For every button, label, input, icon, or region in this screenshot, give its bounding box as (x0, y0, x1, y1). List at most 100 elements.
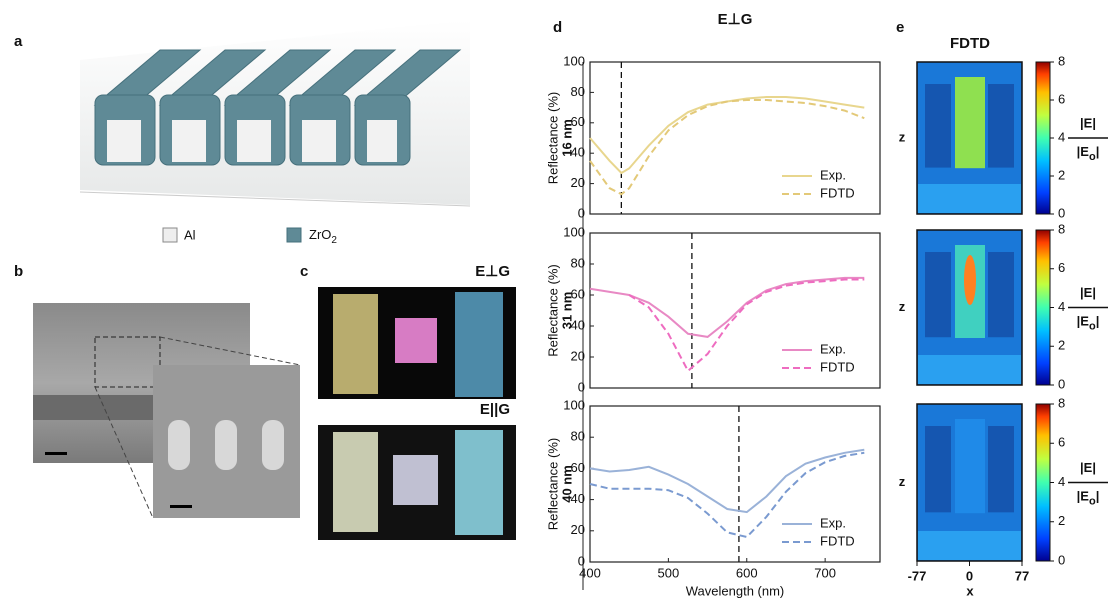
hotspot (964, 255, 976, 305)
structure-shadow (925, 426, 951, 512)
y-axis-label: Reflectance (%) (545, 438, 560, 530)
z-axis-label: z (899, 474, 906, 489)
y-tick-label: 100 (563, 224, 585, 239)
panel-label: e (896, 19, 904, 36)
colorbar-tick-label: 2 (1058, 167, 1065, 182)
y-tick-label: 20 (571, 348, 585, 363)
field-map (917, 230, 1022, 385)
series-line (590, 450, 864, 512)
legend-label: Exp. (820, 167, 846, 182)
panel-label: c (300, 263, 308, 280)
legend-al: Al (184, 227, 196, 242)
x-axis-label: x (966, 583, 974, 598)
legend-label: FDTD (820, 185, 855, 200)
colorbar-tick-label: 8 (1058, 53, 1065, 68)
denominator-part: |E (1077, 489, 1090, 504)
colorbar-numerator: |E| (1080, 460, 1096, 475)
y-tick-label: 80 (571, 84, 585, 99)
legend-label: Exp. (820, 515, 846, 530)
y-tick-label: 100 (563, 53, 585, 68)
x-tick-label: 600 (736, 565, 758, 580)
x-axis-label: Wavelength (nm) (686, 583, 785, 598)
field-map (917, 404, 1022, 561)
denominator-part: |E (1077, 144, 1090, 159)
y-tick-label: 20 (571, 522, 585, 537)
legend-label: Exp. (820, 341, 846, 356)
panel-label: d (553, 19, 562, 36)
legend-zro2-base: ZrO (309, 227, 331, 242)
legend-zro2: ZrO2 (309, 227, 337, 245)
structure-shadow (925, 84, 951, 168)
z-axis-label: z (899, 299, 906, 314)
row-label: 40 nm (559, 465, 574, 503)
y-tick-label: 0 (578, 379, 585, 394)
structure-shadow (988, 252, 1014, 337)
x-tick-label: 700 (814, 565, 836, 580)
colorbar (1036, 404, 1050, 561)
denominator-part: | (1096, 314, 1100, 329)
colorbar-tick-label: 8 (1058, 395, 1065, 410)
colorbar (1036, 62, 1050, 214)
colorbar-denominator: |Eo| (1077, 144, 1100, 162)
gap-field (955, 419, 985, 513)
panel-label: a (14, 33, 23, 50)
x-tick-label: -77 (908, 568, 927, 583)
row-label: 16 nm (559, 119, 574, 157)
sem-images (33, 303, 300, 518)
y-tick-label: 80 (571, 429, 585, 444)
gap-field (955, 77, 985, 168)
z-axis-label: z (899, 129, 906, 144)
colorbar-tick-label: 4 (1058, 129, 1065, 144)
x-tick-label: 77 (1015, 568, 1029, 583)
photo-label: E⊥G (475, 263, 510, 280)
legend-label: FDTD (820, 359, 855, 374)
colorbar-tick-label: 0 (1058, 376, 1065, 391)
page: {"panel_labels": ["a", "b", "c", "d", "e… (0, 0, 1111, 606)
panel-title: FDTD (950, 35, 990, 52)
substrate-field (918, 184, 1021, 213)
colorbar-tick-label: 0 (1058, 552, 1065, 567)
panel-label: b (14, 263, 23, 280)
colorbar-tick-label: 4 (1058, 474, 1065, 489)
series-line (590, 97, 864, 173)
y-axis-label: Reflectance (%) (545, 264, 560, 356)
x-tick-label: 500 (658, 565, 680, 580)
y-tick-label: 20 (571, 175, 585, 190)
colorbar-numerator: |E| (1080, 115, 1096, 130)
structure-shadow (988, 84, 1014, 168)
denominator-part: |E (1077, 314, 1090, 329)
colorbar-tick-label: 4 (1058, 299, 1065, 314)
colorbar-tick-label: 2 (1058, 338, 1065, 353)
structure-illustration (80, 20, 470, 242)
series-line (590, 278, 864, 337)
colorbar-numerator: |E| (1080, 285, 1096, 300)
figure: Al ZrO2 E⊥G E||G a b c d e E⊥G FDTD 0204… (0, 0, 1111, 601)
colorbar-denominator: |Eo| (1077, 489, 1100, 507)
x-tick-label: 400 (579, 565, 601, 580)
series-line (629, 280, 864, 371)
colorbar (1036, 230, 1050, 385)
y-axis-label: Reflectance (%) (545, 92, 560, 184)
legend-label: FDTD (820, 533, 855, 548)
legend-zro2-sub: 2 (331, 235, 337, 246)
y-tick-label: 80 (571, 255, 585, 270)
colorbar-tick-label: 6 (1058, 260, 1065, 275)
denominator-part: | (1096, 144, 1100, 159)
colorbar-denominator: |Eo| (1077, 314, 1100, 332)
panel-title: E⊥G (718, 11, 753, 28)
denominator-part: | (1096, 489, 1100, 504)
structure-shadow (988, 426, 1014, 512)
y-tick-label: 0 (578, 205, 585, 220)
structure-shadow (925, 252, 951, 337)
colorbar-tick-label: 0 (1058, 205, 1065, 220)
substrate-field (918, 355, 1021, 384)
colorbar-tick-label: 8 (1058, 221, 1065, 236)
y-tick-label: 100 (563, 397, 585, 412)
x-tick-label: 0 (966, 568, 973, 583)
field-map (917, 62, 1022, 214)
row-label: 31 nm (559, 292, 574, 330)
colorbar-tick-label: 6 (1058, 91, 1065, 106)
colorbar-tick-label: 2 (1058, 513, 1065, 528)
colorbar-tick-label: 6 (1058, 435, 1065, 450)
photo-label: E||G (480, 401, 510, 418)
